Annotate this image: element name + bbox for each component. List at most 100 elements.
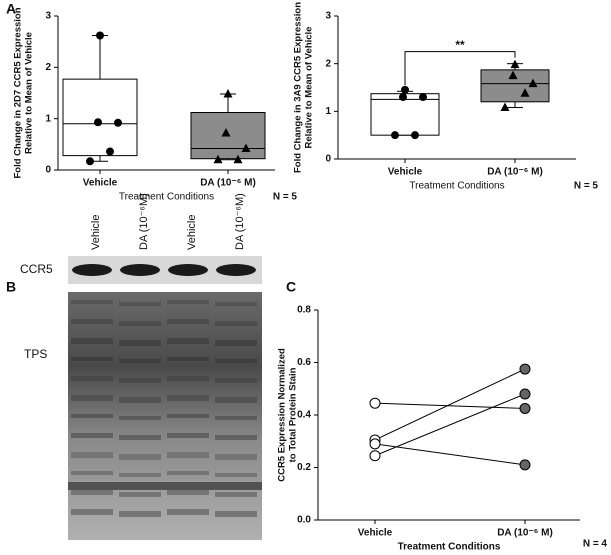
point	[419, 93, 427, 102]
point	[500, 102, 510, 112]
box	[370, 93, 440, 136]
tps-band	[71, 319, 113, 324]
y-tick-label: 3	[45, 11, 51, 22]
y-tick-label: 0.8	[297, 305, 311, 316]
y-tick-label: 0.6	[297, 357, 311, 368]
tps-band	[119, 321, 161, 326]
tps-band	[119, 359, 161, 363]
tps-band	[215, 511, 257, 517]
tps-band	[71, 452, 113, 458]
y-tick-label: 2	[45, 62, 51, 73]
significance: **	[455, 38, 465, 52]
point	[94, 118, 102, 127]
blot-tps	[68, 292, 262, 540]
tps-band	[119, 435, 161, 440]
y-tick-label: 0	[45, 165, 51, 176]
point	[520, 88, 530, 97]
pair-line	[374, 393, 526, 457]
tps-band	[119, 454, 161, 460]
y-tick-label: 1	[325, 106, 331, 117]
y-axis-label: Fold Change in 3A9 CCR5 Expression	[293, 2, 304, 173]
note: N = 4	[583, 539, 608, 550]
point	[233, 154, 243, 164]
panel-label: C	[286, 279, 296, 295]
tps-band	[119, 340, 161, 346]
tps-band	[119, 378, 161, 383]
y-tick-label: 1	[45, 113, 51, 124]
note: N = 5	[273, 192, 298, 203]
blot-band	[168, 264, 208, 276]
tps-band	[167, 509, 209, 515]
y-tick-label: 0	[325, 154, 331, 165]
y-tick-label: 0.4	[297, 410, 311, 421]
point	[213, 154, 223, 164]
tps-band	[215, 321, 257, 326]
pair-line	[374, 402, 526, 409]
y-axis-label: CCR5 Expression Normalized	[277, 348, 288, 482]
tps-band	[167, 433, 209, 438]
point	[223, 89, 233, 98]
point	[114, 118, 122, 127]
significance-bracket	[404, 51, 516, 86]
tps-band	[71, 414, 113, 418]
tps-band	[68, 482, 262, 490]
point	[401, 85, 409, 94]
y-axis-label: Fold Change in 2D7 CCR5 Expression	[13, 7, 24, 178]
point	[519, 459, 531, 471]
x-tick-label: DA (10⁻⁶ M)	[497, 528, 553, 539]
tps-band	[167, 471, 209, 475]
tps-band	[71, 395, 113, 401]
panel-label: B	[6, 279, 16, 295]
tps-band	[71, 433, 113, 438]
point	[399, 93, 407, 102]
tps-band	[215, 473, 257, 477]
point	[86, 157, 94, 166]
tps-band	[119, 492, 161, 497]
blot-row-label: CCR5	[20, 262, 53, 276]
y-axis-label: to Total Protein Stain	[288, 367, 299, 462]
x-axis-label: Treatment Conditions	[119, 192, 214, 203]
tps-band	[71, 357, 113, 361]
pair-line	[374, 368, 526, 441]
tps-band	[119, 302, 161, 306]
x-axis-label: Treatment Conditions	[409, 181, 504, 192]
x-tick-label: Vehicle	[358, 528, 393, 539]
point	[106, 147, 114, 156]
tps-band	[71, 471, 113, 475]
tps-band	[215, 302, 257, 306]
tps-band	[119, 473, 161, 477]
point	[221, 128, 231, 137]
lane-label: Vehicle	[186, 215, 198, 250]
y-axis-label: Relative to Mean of Vehicle	[304, 27, 315, 149]
y-tick-label: 0.0	[297, 515, 311, 526]
tps-band	[215, 397, 257, 403]
point	[519, 388, 531, 400]
point	[528, 78, 538, 88]
x-tick-label: Vehicle	[388, 167, 423, 178]
point	[369, 450, 381, 462]
tps-band	[167, 338, 209, 344]
tps-band	[167, 452, 209, 458]
blot-band	[120, 264, 160, 276]
tps-band	[119, 397, 161, 403]
tps-band	[167, 376, 209, 381]
x-axis-label: Treatment Conditions	[398, 542, 501, 553]
tps-band	[71, 509, 113, 515]
y-axis-label: Relative to Mean of Vehicle	[24, 32, 35, 154]
point	[369, 438, 381, 450]
tps-band	[119, 511, 161, 517]
tps-band	[215, 378, 257, 383]
point	[96, 31, 104, 40]
tps-band	[215, 435, 257, 440]
point	[519, 363, 531, 375]
panel-label: A	[6, 1, 16, 17]
x-tick-label: DA (10⁻⁶ M)	[487, 167, 543, 178]
y-tick-label: 3	[325, 11, 331, 22]
point	[519, 402, 531, 414]
tps-band	[71, 376, 113, 381]
lane-label: DA (10⁻⁶M)	[234, 193, 246, 250]
x-tick-label: Vehicle	[83, 178, 118, 189]
tps-band	[119, 416, 161, 420]
lane-label: Vehicle	[90, 215, 102, 250]
